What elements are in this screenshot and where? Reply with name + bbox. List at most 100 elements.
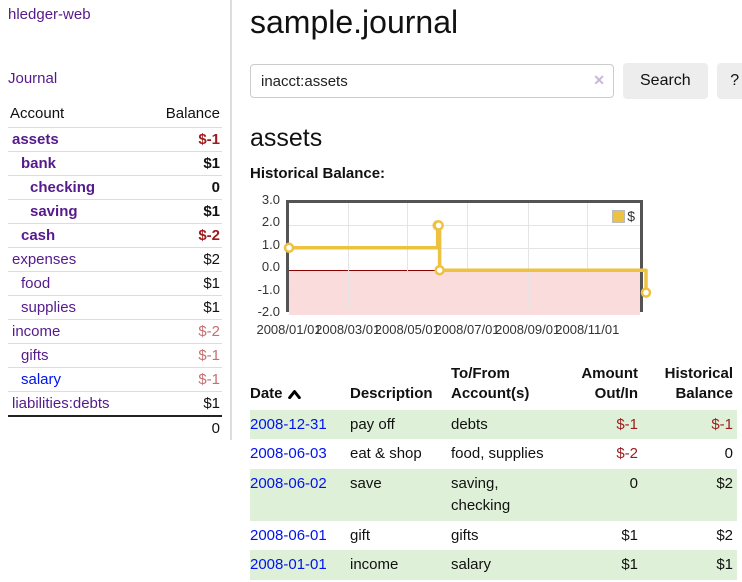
transaction-balance: $2 [716, 475, 733, 492]
search-button[interactable]: Search [623, 63, 708, 99]
account-name-cell: bank [8, 152, 144, 176]
account-name-cell: assets [8, 128, 144, 152]
account-name-cell: income [8, 320, 144, 344]
search-input[interactable] [250, 64, 614, 98]
sidebar-account-link[interactable]: bank [21, 155, 57, 172]
transaction-balance: $1 [716, 556, 733, 574]
transaction-amount: $-1 [616, 415, 638, 433]
sidebar-account-link[interactable]: supplies [21, 299, 77, 316]
sidebar-nav: Journal [8, 70, 222, 87]
chevron-up-icon [287, 390, 301, 400]
account-row: food $1 [8, 271, 222, 296]
transaction-row: 2008-01-01 income salary $1 $1 [250, 550, 737, 580]
transaction-amount: $-2 [616, 445, 638, 463]
account-balance: $2 [203, 251, 220, 268]
sidebar-account-link[interactable]: assets [12, 131, 59, 148]
negative-region [289, 270, 640, 315]
account-row: cash $-2 [8, 223, 222, 248]
account-row: income $-2 [8, 319, 222, 344]
sidebar-account-link[interactable]: liabilities:debts [12, 395, 110, 412]
sidebar-account-link[interactable]: income [12, 323, 61, 340]
app-title-link[interactable]: hledger-web [8, 6, 91, 23]
gridline [289, 225, 640, 227]
sidebar-item-journal[interactable]: Journal [8, 70, 58, 87]
y-axis-tick-label: 1.0 [261, 236, 280, 252]
transaction-description: save [350, 475, 382, 492]
sidebar-account-link[interactable]: food [21, 275, 51, 292]
transaction-accounts: debts [451, 415, 488, 433]
account-name-cell: gifts [8, 344, 144, 368]
account-balance: $1 [203, 155, 220, 172]
transaction-row: 2008-06-03 eat & shop food, supplies $-2 0 [250, 439, 737, 469]
account-balance: $-1 [198, 131, 220, 148]
account-name-cell: saving [8, 200, 144, 224]
gridline [467, 203, 468, 309]
accounts-table: Account Balance assets $-1 bank $1 checking 0… [8, 102, 222, 440]
transaction-amount: $1 [621, 526, 638, 544]
y-axis-tick-label: 0.0 [261, 259, 280, 275]
gridline [407, 203, 409, 309]
account-balance: $1 [203, 299, 220, 316]
sidebar-account-link[interactable]: expenses [12, 251, 77, 268]
transaction-row: 2008-12-31 pay off debts $-1 $-1 [250, 409, 737, 440]
balance-line-series [283, 220, 652, 298]
transaction-date-link[interactable]: 2008-06-01 [250, 526, 327, 544]
account-name-cell: checking [8, 176, 144, 200]
transaction-row: 2008-06-01 gift gifts $1 $2 [250, 521, 737, 551]
chart-heading: Historical Balance: [250, 165, 386, 182]
transactions-table: Date Description To/From Account(s) Amou… [250, 362, 737, 580]
chart-plot-area: $ [283, 200, 652, 315]
transaction-date-link[interactable]: 2008-01-01 [250, 556, 327, 574]
account-name-cell: salary [8, 368, 144, 392]
account-row: checking 0 [8, 175, 222, 200]
accounts-header-row: Account Balance [8, 102, 222, 128]
app-title: hledger-web [8, 6, 222, 23]
historical-balance-chart: $ 3.0 2.0 1.0 0.0 -1.0 -2.0 2008/01/01 2008/03/… [250, 192, 742, 344]
accounts-total-row: 0 [8, 416, 222, 440]
x-axis-tick-label: 2008/03/01 [315, 322, 381, 337]
sidebar: hledger-web Journal Account Balance asse… [0, 0, 232, 440]
account-row: bank $1 [8, 151, 222, 176]
search-form: ✕ Search ? [250, 63, 742, 99]
gridline [289, 247, 640, 249]
main-content: sample.journal ✕ Search ? assets Histori… [232, 0, 742, 580]
gridline [527, 203, 529, 309]
sidebar-account-link[interactable]: checking [30, 179, 96, 196]
transaction-amount: 0 [629, 475, 638, 492]
page-title: sample.journal [250, 4, 459, 40]
transaction-accounts: salary [451, 556, 492, 574]
column-header-date[interactable]: Date [250, 362, 350, 410]
transactions-header-row: Date Description To/From Account(s) Amou… [250, 362, 737, 410]
sidebar-account-link[interactable]: gifts [21, 347, 49, 364]
transaction-amount: $1 [621, 556, 638, 574]
account-balance: $-2 [198, 227, 220, 244]
transaction-accounts: saving, checking [451, 475, 511, 514]
account-balance: $-2 [198, 323, 220, 340]
transaction-date-link[interactable]: 2008-12-31 [250, 415, 327, 433]
account-row: expenses $2 [8, 247, 222, 272]
help-button[interactable]: ? [716, 63, 742, 99]
legend-swatch-icon [612, 209, 626, 223]
transaction-date-cell: 2008-12-31 [250, 410, 350, 440]
chart-legend: $ [612, 208, 635, 224]
accounts-header-account: Account [10, 105, 65, 122]
sidebar-account-link[interactable]: saving [30, 203, 78, 220]
column-header-amount: Amount Out/In [581, 365, 638, 403]
transaction-date-link[interactable]: 2008-06-03 [250, 445, 327, 463]
account-name-cell: food [8, 272, 144, 296]
sidebar-account-link[interactable]: cash [21, 227, 56, 244]
account-name-cell: expenses [8, 248, 144, 272]
sidebar-account-link[interactable]: salary [21, 371, 62, 388]
clear-search-icon[interactable]: ✕ [593, 72, 605, 88]
transaction-description: income [350, 556, 399, 574]
column-header-balance: Historical Balance [664, 365, 733, 403]
column-header-description: Description [350, 385, 433, 403]
transaction-accounts: gifts [451, 526, 479, 544]
transaction-description: eat & shop [350, 445, 422, 463]
account-row: saving $1 [8, 199, 222, 224]
legend-label: $ [627, 208, 635, 224]
transaction-date-link[interactable]: 2008-06-02 [250, 475, 327, 492]
x-axis-tick-label: 2008/09/01 [495, 322, 561, 337]
account-row: gifts $-1 [8, 343, 222, 368]
